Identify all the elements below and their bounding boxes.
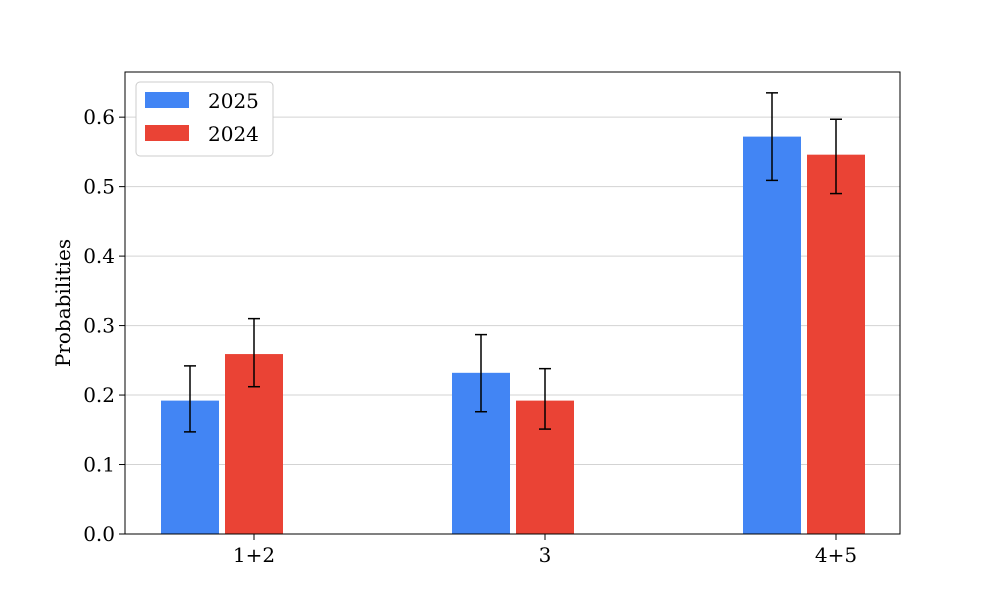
y-tick-label: 0.1 <box>83 453 115 477</box>
y-tick-label: 0.2 <box>83 383 115 407</box>
error-bar-2024-4+5 <box>830 118 842 195</box>
x-tick-label: 3 <box>539 543 552 567</box>
y-tick-label: 0.3 <box>83 314 115 338</box>
bars <box>161 136 865 534</box>
x-tick-label: 1+2 <box>233 543 275 567</box>
error-bar-2025-4+5 <box>766 92 778 182</box>
y-tick-label: 0.0 <box>83 522 115 546</box>
x-tick-label: 4+5 <box>815 543 857 567</box>
legend-swatch <box>145 125 189 141</box>
y-tick-label: 0.6 <box>83 105 115 129</box>
legend-swatch <box>145 92 189 108</box>
y-tick-label: 0.4 <box>83 244 115 268</box>
error-bar-2024-1+2 <box>248 317 260 388</box>
y-axis-ticks: 0.0 0.1 0.2 0.3 0.4 0.5 0.6 <box>83 105 125 546</box>
legend-label: 2024 <box>208 122 259 146</box>
error-bars <box>184 92 842 433</box>
x-axis-ticks: 1+2 3 4+5 <box>233 534 857 567</box>
legend-label: 2025 <box>208 89 259 113</box>
legend: 2025 2024 <box>135 81 274 157</box>
error-bar-2024-3 <box>539 367 551 430</box>
y-tick-label: 0.5 <box>83 175 115 199</box>
y-axis-label: Probabilities <box>51 239 75 367</box>
plot-frame <box>124 71 901 535</box>
bar-2025-4+5 <box>743 136 801 534</box>
error-bar-2025-1+2 <box>184 365 196 433</box>
bar-2024-4+5 <box>807 154 865 534</box>
error-bar-2025-3 <box>475 333 487 413</box>
